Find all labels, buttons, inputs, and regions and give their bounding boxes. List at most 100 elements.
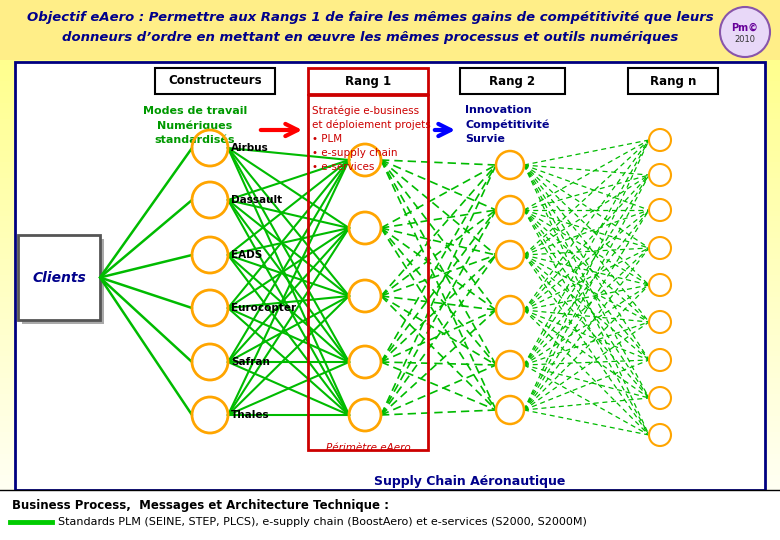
Bar — [0, 81, 780, 86]
Bar — [0, 513, 780, 518]
Bar — [18, 235, 100, 320]
Bar — [0, 459, 780, 464]
Bar — [0, 308, 780, 313]
Bar — [0, 162, 780, 167]
Bar — [0, 11, 780, 16]
Bar — [0, 486, 780, 491]
Bar — [0, 65, 780, 70]
Text: Pm©: Pm© — [732, 23, 758, 33]
Bar — [0, 54, 780, 59]
Bar — [0, 27, 780, 32]
Bar — [0, 502, 780, 508]
Bar — [0, 0, 780, 60]
Bar — [0, 119, 780, 124]
Bar — [0, 259, 780, 265]
Bar — [0, 151, 780, 157]
Bar — [0, 157, 780, 162]
Bar — [0, 497, 780, 502]
Bar — [0, 5, 780, 11]
Text: 2010: 2010 — [735, 36, 756, 44]
Text: EADS: EADS — [231, 250, 262, 260]
Text: Rang 2: Rang 2 — [489, 75, 536, 87]
Bar — [0, 481, 780, 486]
Text: Rang n: Rang n — [650, 75, 697, 87]
Bar — [0, 524, 780, 529]
Bar — [0, 410, 780, 416]
Bar — [0, 292, 780, 297]
Bar — [0, 254, 780, 259]
Bar — [0, 124, 780, 130]
Bar — [0, 103, 780, 108]
Bar — [0, 464, 780, 470]
Bar — [0, 108, 780, 113]
Bar — [0, 59, 780, 65]
Bar — [0, 70, 780, 76]
Bar — [0, 49, 780, 54]
Bar — [0, 92, 780, 97]
Bar — [0, 22, 780, 27]
Bar — [0, 302, 780, 308]
Bar — [0, 491, 780, 497]
Text: Stratégie e-business
et déploiement projets
• PLM
• e-supply chain
• e-services: Stratégie e-business et déploiement proj… — [312, 105, 431, 172]
Bar — [0, 508, 780, 513]
Bar — [22, 239, 104, 324]
Bar — [460, 68, 565, 94]
Bar — [0, 43, 780, 49]
Bar — [0, 76, 780, 81]
Text: Constructeurs: Constructeurs — [168, 75, 262, 87]
Bar — [308, 95, 428, 450]
Bar — [0, 335, 780, 340]
Bar — [0, 356, 780, 362]
Bar — [0, 178, 780, 184]
Bar — [0, 437, 780, 443]
Bar — [0, 16, 780, 22]
Bar — [0, 216, 780, 221]
Bar — [0, 383, 780, 389]
Bar — [0, 400, 780, 405]
Bar — [0, 394, 780, 400]
Bar — [0, 319, 780, 324]
Bar — [0, 211, 780, 216]
Text: Innovation
Compétitivité
Survie: Innovation Compétitivité Survie — [465, 105, 549, 144]
Bar — [0, 443, 780, 448]
Bar — [0, 448, 780, 454]
Bar — [0, 238, 780, 243]
Bar — [0, 367, 780, 373]
Bar — [0, 32, 780, 38]
Text: Objectif eAero : Permettre aux Rangs 1 de faire les mêmes gains de compétitivité: Objectif eAero : Permettre aux Rangs 1 d… — [27, 11, 714, 24]
Bar — [0, 362, 780, 367]
Bar — [155, 68, 275, 94]
Bar — [0, 432, 780, 437]
Bar — [0, 405, 780, 410]
Bar — [0, 389, 780, 394]
Bar — [0, 265, 780, 270]
Bar — [0, 167, 780, 173]
Bar — [0, 140, 780, 146]
Bar — [0, 470, 780, 475]
Bar — [0, 281, 780, 286]
Bar — [0, 518, 780, 524]
Bar — [0, 286, 780, 292]
Text: Périmètre eAero: Périmètre eAero — [325, 443, 410, 453]
Text: Thales: Thales — [231, 410, 270, 420]
Bar — [0, 200, 780, 205]
Text: Business Process,  Messages et Architecture Technique :: Business Process, Messages et Architectu… — [12, 498, 389, 511]
Bar — [0, 270, 780, 275]
Bar — [0, 324, 780, 329]
Bar — [0, 173, 780, 178]
Bar — [0, 135, 780, 140]
Bar — [0, 378, 780, 383]
Bar — [0, 86, 780, 92]
Text: Clients: Clients — [32, 271, 86, 285]
Bar — [0, 184, 780, 189]
Bar — [0, 243, 780, 248]
Text: Standards PLM (SEINE, STEP, PLCS), e-supply chain (BoostAero) et e-services (S20: Standards PLM (SEINE, STEP, PLCS), e-sup… — [58, 517, 587, 527]
Text: Eurocopter: Eurocopter — [231, 303, 296, 313]
Bar — [0, 248, 780, 254]
Bar — [0, 113, 780, 119]
Text: Modes de travail
Numériques
standardisés: Modes de travail Numériques standardisés — [143, 106, 247, 145]
Bar — [0, 194, 780, 200]
Bar — [0, 421, 780, 427]
Circle shape — [720, 7, 770, 57]
Bar — [0, 146, 780, 151]
